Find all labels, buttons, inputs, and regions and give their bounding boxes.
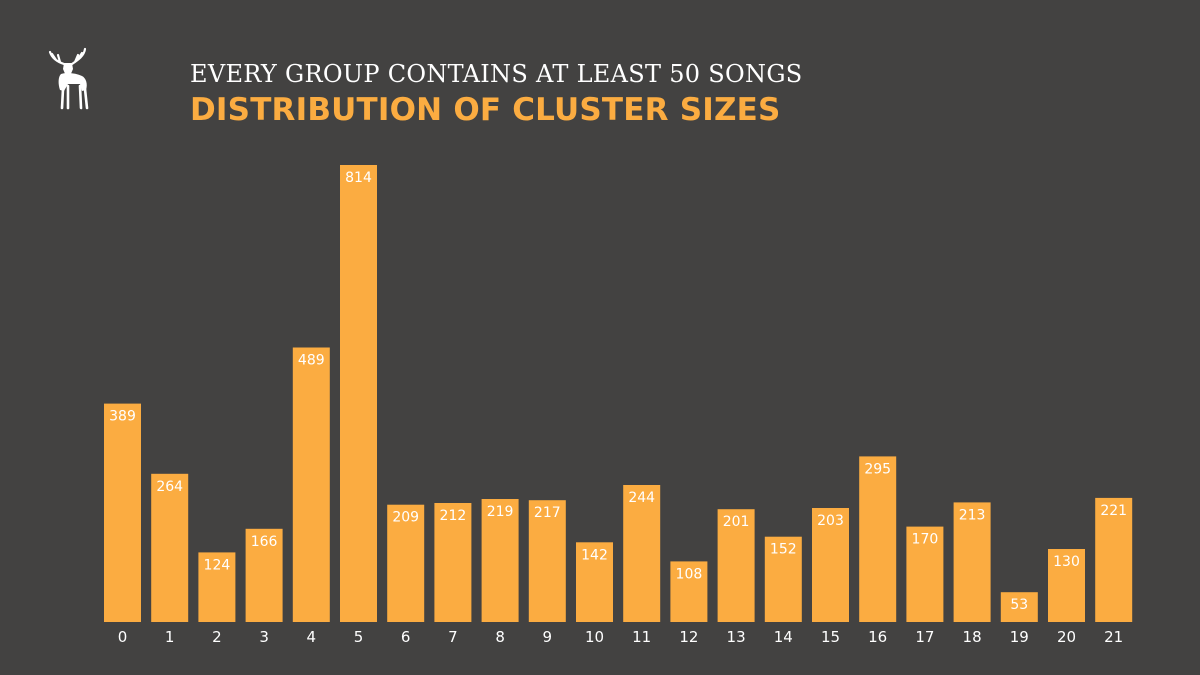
bar-2: [198, 552, 236, 622]
data-label-8: 219: [487, 504, 514, 520]
bar-8: [481, 499, 519, 622]
x-tick-label-9: 9: [543, 628, 553, 646]
data-label-14: 152: [770, 542, 797, 558]
chart-title: DISTRIBUTION OF CLUSTER SIZES: [190, 92, 781, 128]
x-tick-label-15: 15: [821, 628, 840, 646]
x-tick-label-5: 5: [354, 628, 364, 646]
bar-18: [953, 502, 991, 622]
x-tick-label-11: 11: [632, 628, 651, 646]
bar-0: [104, 403, 141, 622]
x-tick-label-10: 10: [585, 628, 604, 646]
x-tick-label-20: 20: [1057, 628, 1076, 646]
bar-15: [812, 508, 849, 622]
data-label-13: 201: [723, 514, 750, 530]
x-tick-label-13: 13: [727, 628, 746, 646]
data-label-3: 166: [251, 534, 278, 550]
data-label-9: 217: [534, 505, 561, 521]
bar-4: [292, 347, 330, 622]
data-label-11: 244: [628, 490, 655, 506]
bar-17: [906, 526, 944, 622]
bar-14: [764, 536, 802, 622]
data-label-1: 264: [156, 479, 183, 495]
data-label-20: 130: [1053, 554, 1080, 570]
data-label-0: 389: [109, 409, 136, 425]
bar-9: [528, 500, 566, 622]
data-label-15: 203: [817, 513, 844, 529]
x-tick-label-4: 4: [307, 628, 317, 646]
moose-logo-icon: [48, 47, 89, 110]
x-tick-label-3: 3: [259, 628, 269, 646]
bar-20: [1048, 549, 1085, 622]
x-tick-label-7: 7: [448, 628, 458, 646]
bar-3: [245, 528, 283, 622]
chart-subtitle: EVERY GROUP CONTAINS AT LEAST 50 SONGS: [190, 60, 803, 88]
x-tick-label-0: 0: [118, 628, 128, 646]
bar-19: [1000, 592, 1038, 622]
data-label-6: 209: [392, 510, 419, 526]
data-label-21: 221: [1100, 503, 1127, 519]
data-label-4: 489: [298, 353, 325, 369]
x-tick-label-14: 14: [774, 628, 793, 646]
data-label-7: 212: [440, 508, 467, 524]
x-tick-label-8: 8: [495, 628, 505, 646]
bar-7: [434, 503, 472, 622]
data-label-5: 814: [345, 170, 372, 186]
x-tick-label-21: 21: [1104, 628, 1123, 646]
x-tick-label-17: 17: [915, 628, 934, 646]
x-tick-label-18: 18: [963, 628, 982, 646]
x-tick-label-19: 19: [1010, 628, 1029, 646]
x-tick-label-6: 6: [401, 628, 411, 646]
data-label-12: 108: [676, 566, 703, 582]
bar-11: [623, 485, 661, 622]
data-label-18: 213: [959, 507, 986, 523]
x-tick-label-1: 1: [165, 628, 175, 646]
bar-21: [1095, 497, 1133, 622]
data-label-17: 170: [912, 532, 939, 548]
bar-16: [859, 456, 897, 622]
data-label-2: 124: [204, 557, 231, 573]
bar-12: [670, 561, 708, 622]
bar-6: [387, 504, 425, 622]
bar-10: [576, 542, 613, 622]
data-label-16: 295: [864, 461, 891, 477]
data-label-10: 142: [581, 547, 608, 563]
bar-1: [151, 473, 189, 622]
x-tick-label-2: 2: [212, 628, 222, 646]
data-label-19: 53: [1010, 597, 1028, 613]
bar-5: [340, 165, 377, 622]
x-tick-label-12: 12: [679, 628, 698, 646]
x-tick-label-16: 16: [868, 628, 887, 646]
bar-13: [717, 509, 755, 622]
